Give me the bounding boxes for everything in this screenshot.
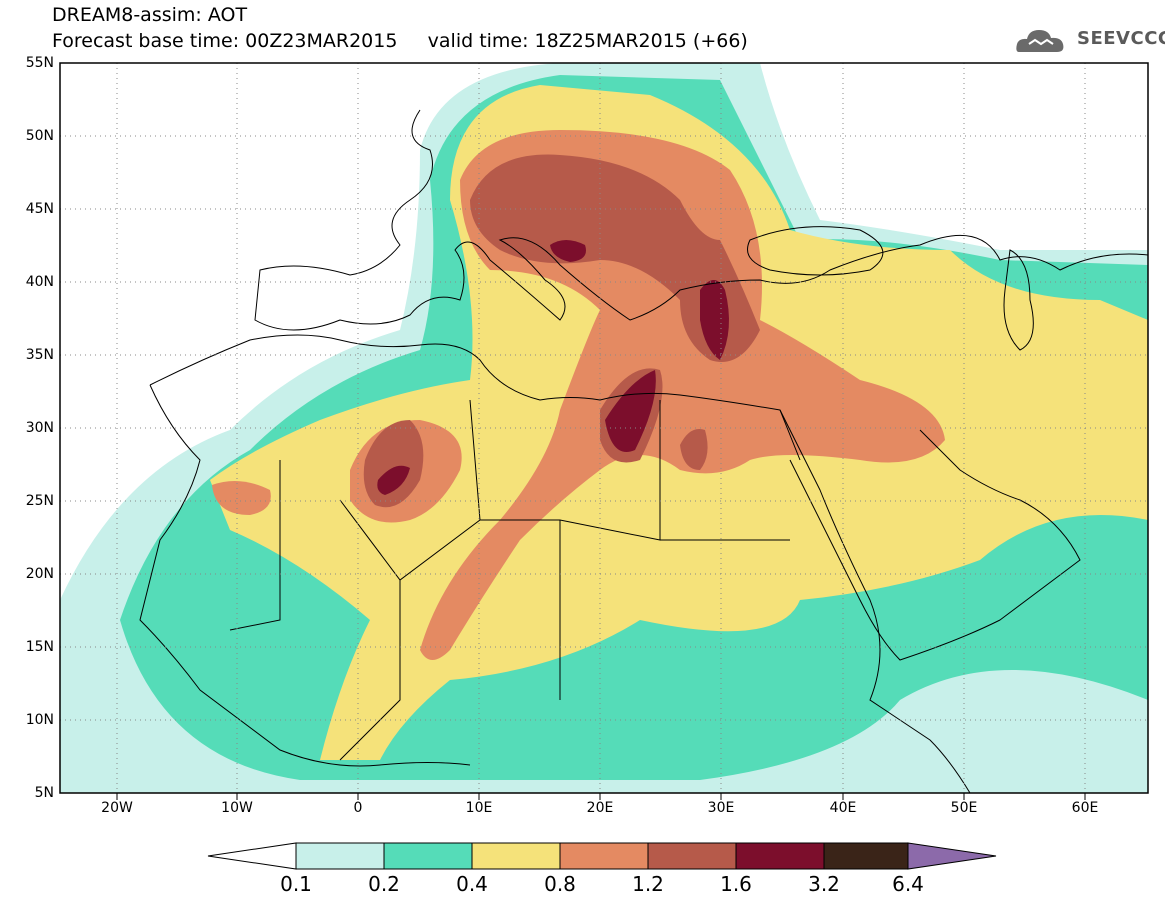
lon-label: 20W: [101, 800, 133, 816]
lat-label: 35N: [25, 347, 54, 363]
aot-band-1.6-adriatic: [550, 240, 586, 262]
colorbar-label: 1.2: [632, 872, 664, 896]
colorbar-label: 1.6: [720, 872, 752, 896]
lon-label: 50E: [950, 800, 978, 816]
lon-label: 40E: [829, 800, 857, 816]
arabia-coast: [789, 429, 1081, 661]
lon-label: 10E: [465, 800, 493, 816]
lat-label: 5N: [34, 785, 54, 801]
caspian: [1003, 249, 1034, 351]
borders-2: [339, 399, 801, 761]
logo-text: SEEVCCC: [1077, 28, 1165, 49]
aot-band-1.2-europe: [470, 154, 760, 362]
lon-label: 60E: [1071, 800, 1099, 816]
forecast-time-line: Forecast base time: 00Z23MAR2015 valid t…: [52, 30, 748, 52]
lon-label: 20E: [586, 800, 614, 816]
map-frame: [59, 62, 1149, 794]
lat-label: 50N: [25, 128, 54, 144]
lat-label: 15N: [25, 639, 54, 655]
lon-label: 0: [353, 800, 363, 816]
aot-band-1.6-algeria: [377, 465, 410, 495]
colorbar-label: 3.2: [808, 872, 840, 896]
colorbar-label: 0.8: [544, 872, 576, 896]
lon-label: 10W: [221, 800, 253, 816]
colorbar-label: 0.1: [280, 872, 312, 896]
aot-band-0.8-mauritania: [212, 481, 271, 515]
map-title: DREAM8-assim: AOT: [52, 4, 248, 26]
lat-label: 25N: [25, 493, 54, 509]
westafrica-coast: [139, 384, 471, 767]
lat-label: 40N: [25, 274, 54, 290]
lat-label: 10N: [25, 712, 54, 728]
aot-band-1.6-aegean: [700, 280, 729, 360]
lat-label: 45N: [25, 201, 54, 217]
europe-coast: [254, 109, 1148, 331]
aot-fields: [60, 63, 1148, 793]
lon-label: 30E: [707, 800, 735, 816]
borders-1: [229, 400, 790, 700]
lat-label: 55N: [25, 55, 54, 71]
black-sea: [747, 226, 884, 276]
cloud-logo-icon: [1016, 30, 1064, 52]
africa-coast: [149, 334, 971, 793]
lat-label: 30N: [25, 420, 54, 436]
axis-ticks: [116, 793, 1086, 800]
lat-label: 20N: [25, 566, 54, 582]
aot-band-1.2-egypt: [680, 429, 708, 470]
colorbar-label: 6.4: [892, 872, 924, 896]
aot-band-1.6-libya: [605, 370, 656, 452]
colorbar-label: 0.2: [368, 872, 400, 896]
colorbar-label: 0.4: [456, 872, 488, 896]
coastlines: [139, 109, 1148, 793]
graticule: [60, 63, 1148, 793]
